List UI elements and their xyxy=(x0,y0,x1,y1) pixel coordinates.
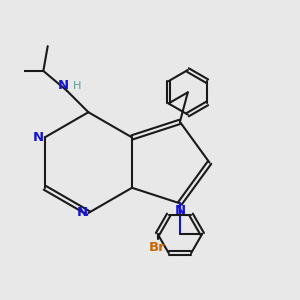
Text: N: N xyxy=(174,204,185,217)
Text: H: H xyxy=(73,81,81,91)
Text: Br: Br xyxy=(149,241,166,254)
Text: N: N xyxy=(76,206,88,220)
Text: N: N xyxy=(33,131,44,144)
Text: N: N xyxy=(58,80,69,92)
